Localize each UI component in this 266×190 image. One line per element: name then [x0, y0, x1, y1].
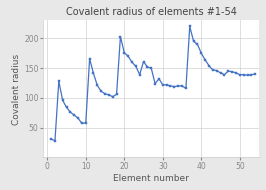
- Y-axis label: Covalent radius: Covalent radius: [12, 53, 21, 124]
- Title: Covalent radius of elements #1-54: Covalent radius of elements #1-54: [66, 7, 237, 17]
- X-axis label: Element number: Element number: [113, 174, 189, 183]
